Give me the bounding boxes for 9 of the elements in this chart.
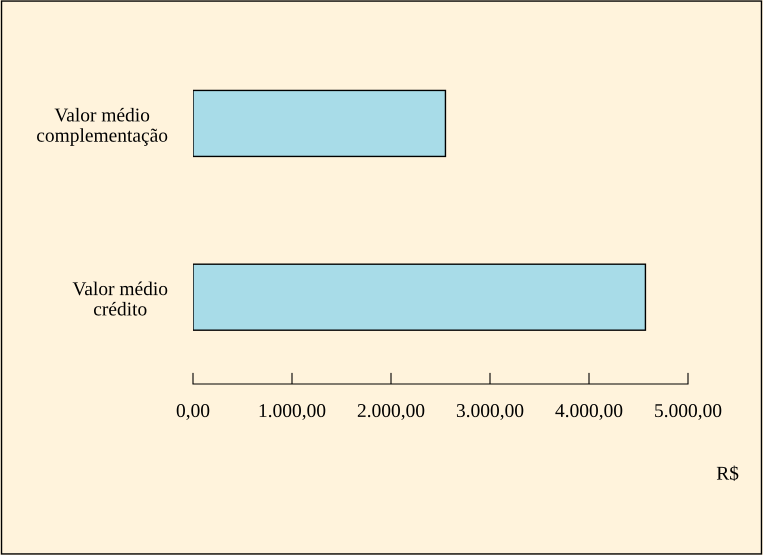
x-tick-label: 0,00 (176, 404, 210, 420)
x-tick-label: 5.000,00 (655, 404, 722, 420)
x-tick-label: 2.000,00 (358, 404, 424, 420)
x-axis-title: R$ (716, 465, 738, 482)
y-tick-label: Valor médio crédito (72, 282, 168, 316)
x-tick-label: 1.000,00 (260, 404, 326, 420)
x-tick-label: 4.000,00 (555, 404, 622, 420)
x-tick-label: 3.000,00 (456, 404, 524, 420)
y-tick-label: Valor médio complementação (37, 108, 168, 146)
